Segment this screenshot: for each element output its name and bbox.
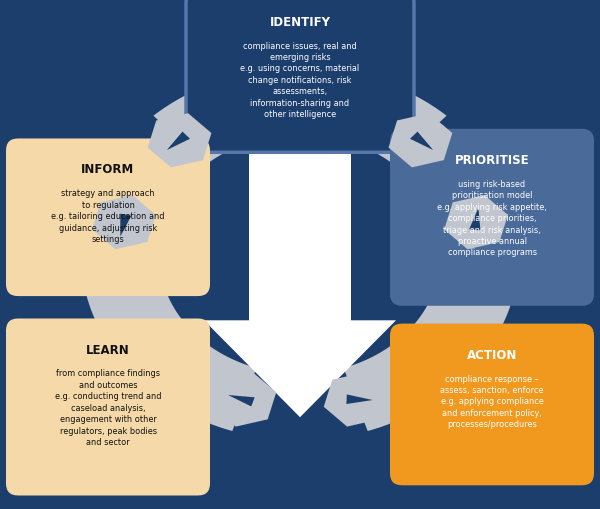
FancyBboxPatch shape [186, 0, 414, 153]
Text: using risk-based
prioritisation model
e.g. applying risk appetite,
compliance pr: using risk-based prioritisation model e.… [437, 180, 547, 257]
Text: INFORM: INFORM [82, 163, 134, 176]
Polygon shape [120, 214, 131, 237]
Polygon shape [154, 69, 446, 165]
Text: compliance issues, real and
emerging risks
e.g. using concerns, material
change : compliance issues, real and emerging ris… [241, 42, 359, 119]
Polygon shape [212, 373, 276, 427]
Polygon shape [344, 216, 519, 431]
FancyBboxPatch shape [6, 319, 210, 496]
Text: IDENTIFY: IDENTIFY [269, 16, 331, 29]
Polygon shape [167, 132, 190, 151]
Polygon shape [410, 132, 433, 151]
Text: compliance response –
assess, sanction, enforce
e.g. applying compliance
and enf: compliance response – assess, sanction, … [440, 374, 544, 429]
FancyBboxPatch shape [6, 139, 210, 297]
Polygon shape [148, 114, 211, 168]
Text: strategy and approach
to regulation
e.g. tailoring education and
guidance, adjus: strategy and approach to regulation e.g.… [51, 189, 165, 244]
Polygon shape [389, 114, 452, 168]
Text: ACTION: ACTION [467, 348, 517, 361]
Polygon shape [81, 216, 256, 431]
FancyBboxPatch shape [390, 324, 594, 486]
Polygon shape [324, 373, 388, 427]
Polygon shape [204, 137, 396, 417]
Polygon shape [444, 196, 508, 250]
Text: from compliance findings
and outcomes
e.g. conducting trend and
caseload analysi: from compliance findings and outcomes e.… [55, 369, 161, 446]
Text: LEARN: LEARN [86, 343, 130, 356]
Polygon shape [92, 196, 156, 250]
Text: PRIORITISE: PRIORITISE [455, 154, 529, 166]
Polygon shape [228, 395, 255, 407]
Polygon shape [346, 394, 373, 404]
FancyBboxPatch shape [390, 129, 594, 306]
Polygon shape [469, 208, 481, 231]
